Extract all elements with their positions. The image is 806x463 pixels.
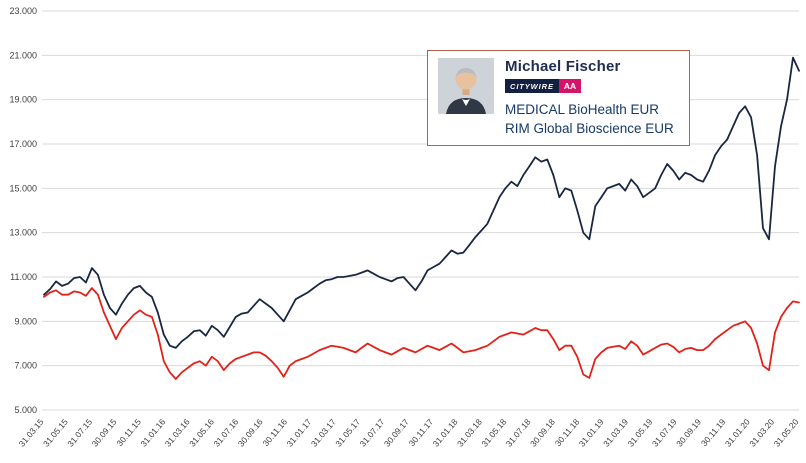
- series-line-rim: [43, 287, 800, 380]
- x-tick-label: 31.07.19: [650, 417, 679, 449]
- citywire-rating-badge: CITYWIRE AA: [505, 79, 674, 93]
- x-tick-label: 31.01.19: [577, 417, 606, 449]
- y-tick-label: 19.000: [9, 95, 37, 105]
- x-tick-label: 31.03.16: [163, 417, 192, 449]
- y-tick-label: 11.000: [10, 272, 37, 282]
- y-tick-label: 23.000: [9, 6, 37, 16]
- x-tick-label: 31.03.19: [601, 417, 630, 449]
- x-tick-label: 31.05.20: [772, 417, 801, 449]
- citywire-logo: CITYWIRE: [505, 79, 559, 93]
- manager-photo: [438, 58, 494, 114]
- y-tick-label: 13.000: [9, 228, 37, 238]
- x-tick-label: 31.07.17: [358, 417, 387, 449]
- y-tick-label: 15.000: [9, 183, 37, 193]
- x-tick-label: 31.03.17: [309, 417, 338, 449]
- y-tick-label: 17.000: [9, 139, 37, 149]
- x-tick-label: 31.01.18: [431, 417, 460, 449]
- x-tick-label: 31.07.15: [65, 417, 94, 449]
- fund-name-rim: RIM Global Bioscience EUR: [505, 121, 674, 136]
- x-tick-label: 30.09.17: [382, 417, 411, 449]
- y-tick-label: 9.000: [14, 316, 37, 326]
- x-tick-label: 30.09.18: [528, 417, 557, 449]
- rating-value: AA: [558, 79, 582, 93]
- x-tick-label: 31.05.17: [333, 417, 362, 449]
- x-tick-label: 31.01.20: [723, 417, 752, 449]
- manager-card: Michael Fischer CITYWIRE AA MEDICAL BioH…: [427, 50, 690, 146]
- y-tick-label: 5.000: [14, 405, 37, 415]
- x-tick-label: 31.03.20: [747, 417, 776, 449]
- x-tick-label: 31.01.16: [138, 417, 167, 449]
- x-tick-label: 31.07.16: [211, 417, 240, 449]
- x-tick-label: 31.05.15: [41, 417, 70, 449]
- x-tick-label: 30.09.16: [236, 417, 265, 449]
- x-tick-label: 31.05.19: [625, 417, 654, 449]
- x-tick-label: 31.05.18: [479, 417, 508, 449]
- x-tick-label: 31.03.18: [455, 417, 484, 449]
- manager-photo-image: [438, 58, 494, 114]
- x-tick-label: 31.03.15: [17, 417, 46, 449]
- x-tick-label: 30.09.15: [90, 417, 119, 449]
- x-tick-label: 31.01.17: [285, 417, 314, 449]
- x-tick-label: 30.09.19: [674, 417, 703, 449]
- y-tick-label: 21.000: [9, 50, 37, 60]
- y-tick-label: 7.000: [14, 361, 37, 371]
- x-tick-label: 31.07.18: [504, 417, 533, 449]
- manager-info: Michael Fischer CITYWIRE AA MEDICAL BioH…: [505, 58, 674, 138]
- series-line-medical: [43, 56, 800, 349]
- manager-name: Michael Fischer: [505, 58, 621, 75]
- fund-name-medical: MEDICAL BioHealth EUR: [505, 102, 660, 117]
- x-tick-label: 31.05.16: [187, 417, 216, 449]
